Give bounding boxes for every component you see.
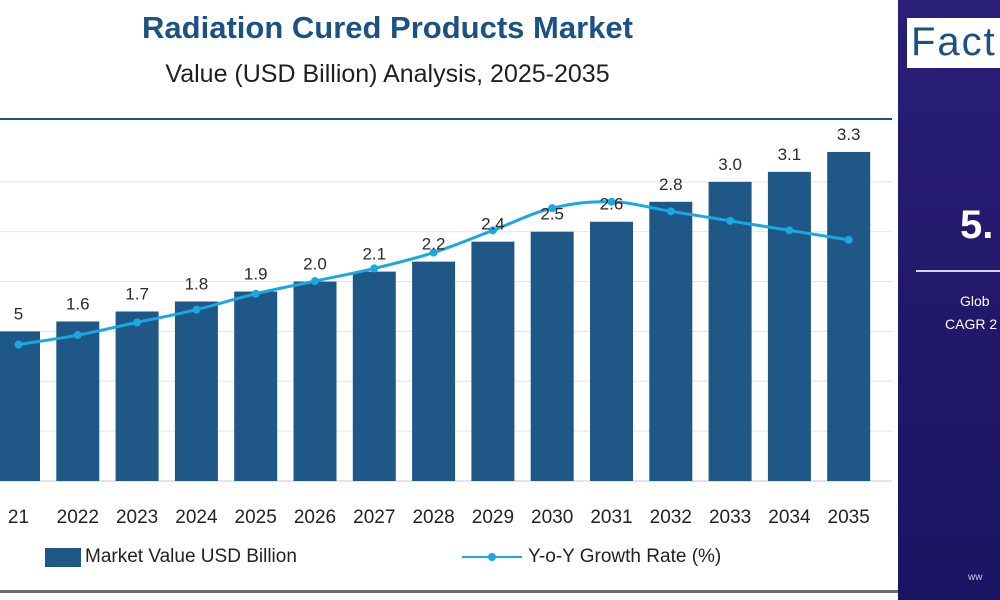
bar-label-2027: 2.1: [362, 245, 386, 264]
bar-2033: [708, 181, 752, 481]
bar-2029: [471, 241, 515, 481]
legend-bar-swatch: [45, 547, 81, 567]
x-tick-2028: 2028: [412, 507, 454, 528]
growth-point-2033: [726, 216, 735, 225]
x-tick-2031: 2031: [590, 507, 632, 528]
bar-2022: [56, 321, 100, 481]
growth-point-2031: [607, 197, 616, 206]
legend: Market Value USD Billion Y-o-Y Growth Ra…: [0, 540, 898, 574]
bar-2023: [115, 311, 159, 481]
bottom-rule: [0, 590, 898, 593]
x-tick-2022: 2022: [57, 507, 99, 528]
bar-2034: [767, 171, 811, 481]
legend-line-swatch: [462, 552, 522, 562]
bar-label-2035: 3.3: [837, 125, 861, 144]
bar-label-2029: 2.4: [481, 215, 505, 234]
growth-point-2023: [133, 318, 142, 327]
chart-plot: 5 1.6 1.7 1.8 1.9 2.0 2.1 2.2 2.4 2.5 2.6 2.8 3.0 3.1…: [0, 125, 892, 528]
x-tick-2034: 2034: [768, 507, 811, 528]
legend-label-growth-rate: Y-o-Y Growth Rate (%): [528, 546, 722, 567]
growth-point-2025: [251, 289, 260, 298]
bar-2026: [293, 281, 337, 481]
chart-card: Radiation Cured Products Market Value (U…: [0, 10, 898, 593]
legend-label-market-value: Market Value USD Billion: [85, 546, 297, 567]
bar-label-2023: 1.7: [125, 284, 149, 303]
growth-point-2032: [666, 207, 675, 216]
legend-item-market-value: Market Value USD Billion: [45, 540, 297, 574]
growth-point-2028: [429, 248, 438, 257]
bar-2032: [649, 201, 693, 482]
x-tick-2027: 2027: [353, 507, 395, 528]
x-tick-2025: 2025: [235, 507, 277, 528]
bar-label-2032: 2.8: [659, 175, 683, 194]
chart-title: Radiation Cured Products Market: [142, 10, 633, 45]
bar-label-2030: 2.5: [540, 205, 564, 224]
panel-divider: [916, 270, 1000, 272]
growth-point-2024: [192, 305, 201, 314]
x-tick-2029: 2029: [472, 507, 514, 528]
bar-label-2028: 2.2: [422, 235, 446, 254]
bar-2027: [352, 271, 396, 481]
growth-line-series: [14, 197, 853, 349]
growth-point-2022: [73, 331, 82, 340]
x-tick-2032: 2032: [650, 507, 692, 528]
growth-point-2029: [488, 226, 497, 235]
bar-label-2021: 5: [14, 304, 23, 323]
x-axis-ticks: 21 2022 2023 2024 2025 2026 2027 2028 2029 2030 20…: [8, 507, 870, 528]
x-tick-2033: 2033: [709, 507, 751, 528]
bar-label-2026: 2.0: [303, 255, 327, 274]
logo-text: Fact: [911, 20, 997, 64]
bar-2024: [174, 301, 218, 481]
bar-2031: [590, 221, 633, 481]
bar-2028: [412, 261, 456, 481]
panel-footer: ww: [968, 572, 983, 583]
side-panel: Fact 5. Glob CAGR 2 ww: [898, 0, 1000, 600]
chart-subtitle: Value (USD Billion) Analysis, 2025-2035: [165, 60, 610, 88]
bar-2030: [530, 231, 574, 481]
bar-2035: [827, 151, 871, 481]
growth-point-2027: [370, 264, 379, 273]
bar-label-2022: 1.6: [66, 294, 90, 313]
growth-point-2026: [311, 277, 319, 286]
bar-label-2024: 1.8: [185, 275, 209, 294]
bar-2025: [234, 291, 278, 481]
bar-label-2034: 3.1: [778, 145, 802, 164]
growth-point-2034: [785, 226, 794, 235]
legend-item-growth-rate: Y-o-Y Growth Rate (%): [462, 540, 721, 574]
cagr-value: 5.: [960, 203, 994, 247]
x-tick-2030: 2030: [531, 507, 573, 528]
logo-box: Fact: [907, 18, 1000, 68]
x-tick-2023: 2023: [116, 507, 158, 528]
bar-2021: [0, 331, 40, 481]
bar-label-2033: 3.0: [718, 155, 742, 174]
x-tick-2026: 2026: [294, 507, 336, 528]
x-tick-2035: 2035: [828, 507, 870, 528]
bar-series: [0, 151, 871, 482]
growth-point-2035: [844, 235, 853, 244]
x-tick-2024: 2024: [175, 507, 218, 528]
growth-point-2021: [14, 340, 23, 349]
title-divider: [0, 118, 892, 120]
cagr-label-line2: CAGR 2: [945, 316, 998, 332]
bar-label-2031: 2.6: [600, 195, 624, 214]
growth-point-2030: [548, 204, 557, 213]
data-labels: 5 1.6 1.7 1.8 1.9 2.0 2.1 2.2 2.4 2.5 2.6 2.8 3.0 3.1…: [14, 125, 861, 323]
bar-label-2025: 1.9: [244, 265, 268, 284]
cagr-label-line1: Glob: [960, 293, 990, 309]
x-tick-2021: 21: [8, 507, 29, 528]
